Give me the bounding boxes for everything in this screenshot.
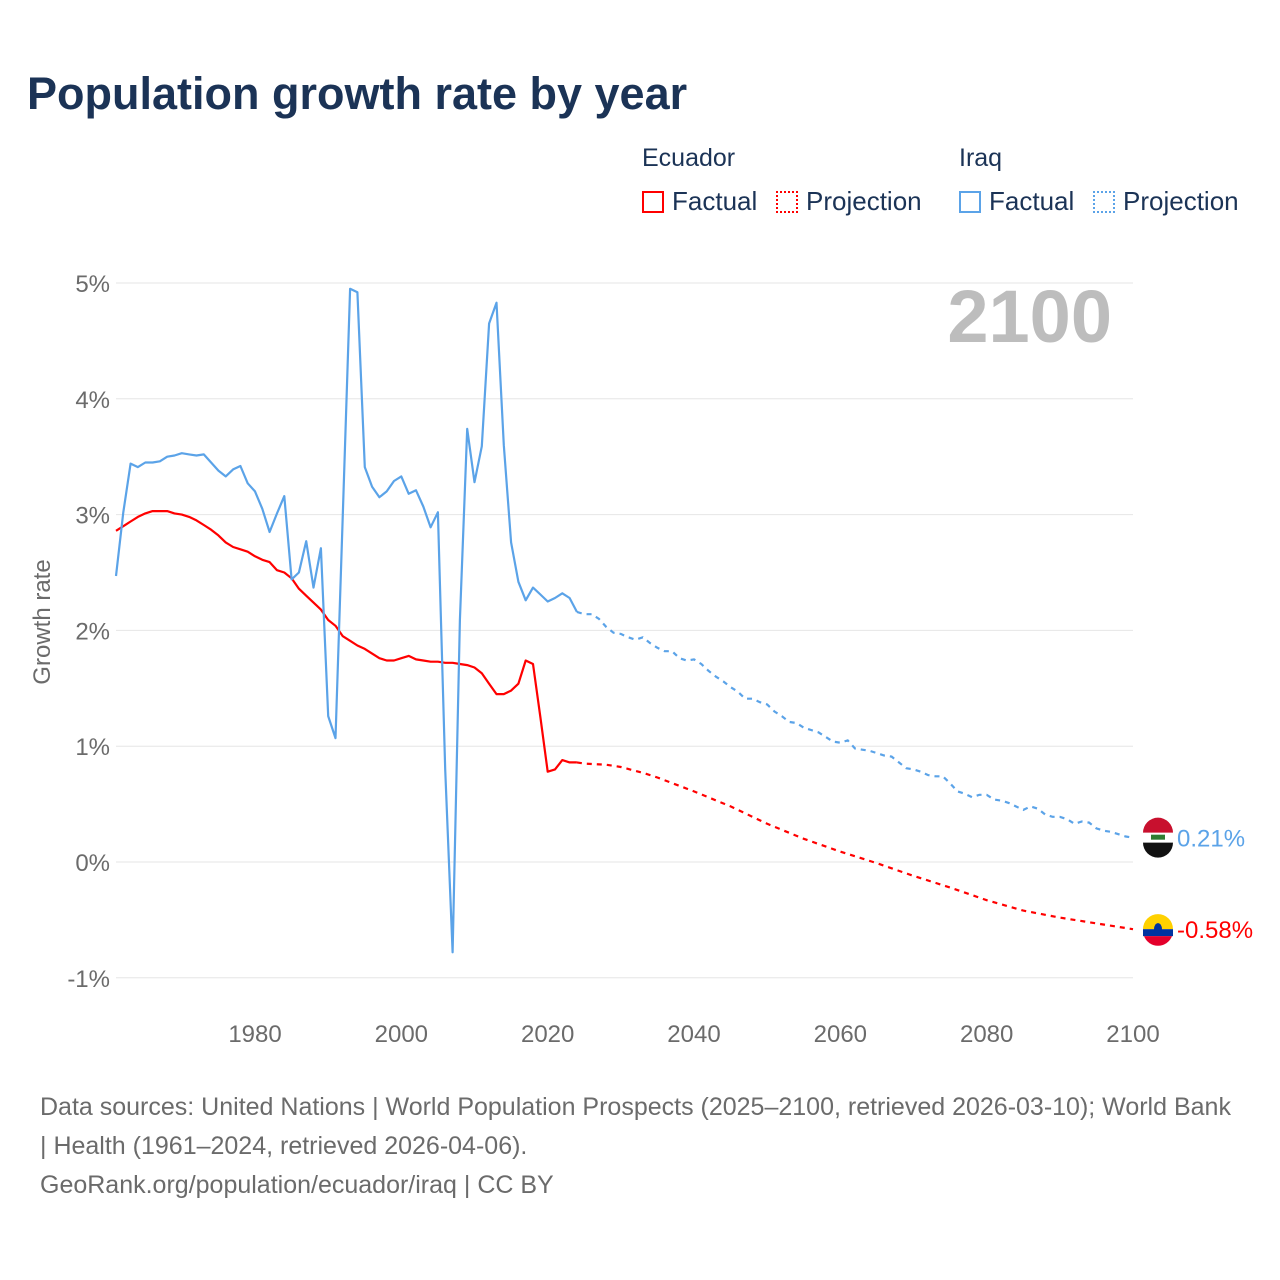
data-sources: Data sources: United Nations | World Pop… — [40, 1093, 1231, 1160]
year-watermark: 2100 — [947, 275, 1112, 358]
legend-ecuador-projection[interactable]: Projection — [776, 186, 922, 217]
chart-title: Population growth rate by year — [27, 68, 688, 119]
legend-group-iraq: Iraq — [959, 144, 1003, 172]
flag-emblem — [1151, 834, 1165, 840]
flag-stripe — [1144, 936, 1172, 946]
legend-group-ecuador: Ecuador — [642, 144, 736, 172]
factual-line-iraq — [114, 287, 578, 954]
y-tick-label: -1% — [67, 966, 110, 993]
x-tick-label: 2080 — [960, 1021, 1013, 1048]
flag-stripe — [1143, 842, 1173, 858]
flag-stripe — [1143, 817, 1173, 833]
projection-line-iraq — [576, 610, 1134, 839]
y-axis-label: Growth rate — [29, 559, 56, 684]
swatch-solid-icon — [959, 190, 981, 213]
credit-link[interactable]: GeoRank.org/population/ecuador/iraq | CC… — [40, 1171, 554, 1199]
legend-iraq-factual[interactable]: Factual — [959, 186, 1074, 217]
x-tick-label: 2100 — [1106, 1021, 1159, 1048]
flag-emblem — [1154, 923, 1162, 936]
end-value-label-iraq: 0.21% — [1177, 826, 1245, 853]
x-tick-label: 2040 — [667, 1021, 720, 1048]
flag-iraq-icon — [1143, 817, 1173, 858]
end-value-label-ecuador: -0.58% — [1177, 917, 1253, 944]
swatch-solid-icon — [642, 190, 664, 213]
factual-line-ecuador — [115, 510, 577, 773]
y-tick-label: 2% — [75, 618, 110, 645]
flag-ecuador-icon — [1143, 914, 1173, 946]
legend-ecuador-factual[interactable]: Factual — [642, 186, 757, 217]
y-tick-label: 1% — [75, 734, 110, 761]
projection-line-ecuador — [576, 761, 1134, 931]
legend-iraq-projection[interactable]: Projection — [1093, 186, 1239, 217]
y-tick-label: 4% — [75, 387, 110, 414]
legend-label: Projection — [1123, 186, 1239, 216]
x-tick-label: 1980 — [228, 1021, 281, 1048]
y-tick-label: 3% — [75, 503, 110, 530]
legend-label: Factual — [672, 186, 758, 216]
chart-plot: 5% 4% 3% 2% 1% 0% -1% 1980 2000 2020 2040 2060 2080 2… — [29, 271, 1253, 1048]
flag-stripe — [1143, 914, 1173, 930]
x-tick-label: 2000 — [375, 1021, 428, 1048]
footer: Data sources: United Nations | World Pop… — [40, 1088, 1240, 1205]
legend-label: Projection — [806, 186, 922, 216]
y-tick-label: 0% — [75, 850, 110, 877]
x-tick-label: 2060 — [814, 1021, 867, 1048]
swatch-dotted-icon — [776, 190, 798, 213]
x-tick-label: 2020 — [521, 1021, 574, 1048]
y-tick-label: 5% — [75, 271, 110, 298]
swatch-dotted-icon — [1093, 190, 1115, 213]
legend-label: Factual — [989, 186, 1075, 216]
